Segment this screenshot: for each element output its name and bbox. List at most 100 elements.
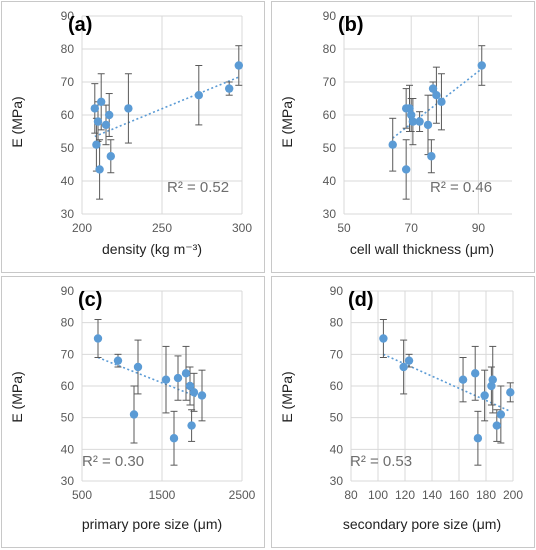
gridlines <box>81 290 243 482</box>
x-axis-label: primary pore size (μm) <box>82 516 222 532</box>
data-point <box>97 97 106 107</box>
y-axis-label: E (MPa) <box>279 371 295 422</box>
y-tick-labels: 30 40 50 60 70 80 90 <box>330 284 344 488</box>
x-axis-label: cell wall thickness (μm) <box>350 241 494 257</box>
data-point <box>93 334 103 343</box>
data-point <box>379 334 388 343</box>
y-tick-labels: 30 40 50 60 70 80 90 <box>61 9 75 221</box>
data-point <box>92 140 101 149</box>
y-tick-label: 70 <box>330 347 344 361</box>
x-axis-label: secondary pore size (μm) <box>343 516 501 532</box>
x-tick-label: 100 <box>368 488 388 502</box>
x-tick-label: 180 <box>476 488 496 502</box>
x-tick-label: 200 <box>503 488 523 502</box>
y-tick-labels: 30 40 50 60 70 80 90 <box>323 9 337 221</box>
y-axis-label: E (MPa) <box>9 96 25 147</box>
y-tick-label: 60 <box>323 108 337 122</box>
data-point <box>225 84 234 93</box>
y-tick-label: 60 <box>61 379 75 393</box>
y-tick-label: 40 <box>61 442 75 456</box>
y-tick-label: 60 <box>61 108 75 122</box>
data-point <box>487 381 496 391</box>
x-tick-labels: 200 250 300 <box>72 221 252 235</box>
data-point <box>234 61 243 70</box>
data-point <box>388 140 397 149</box>
y-tick-label: 30 <box>330 474 344 488</box>
panel-b: 30 40 50 60 70 80 90 50 70 90 (b) R² = 0.46 cell… <box>271 1 535 273</box>
panel-label: (b) <box>338 14 364 36</box>
trendline <box>94 76 240 138</box>
data-point <box>197 391 207 400</box>
data-point <box>427 152 436 161</box>
chart-panel-c: 30 40 50 60 70 80 90 500 1500 2500 (c) R² = 0.30… <box>9 284 256 532</box>
data-point <box>124 104 133 113</box>
data-point <box>399 362 408 372</box>
data-point <box>133 362 143 372</box>
y-tick-label: 80 <box>61 42 75 56</box>
y-tick-label: 80 <box>323 42 337 56</box>
trendline <box>392 68 483 139</box>
x-tick-label: 250 <box>152 221 172 235</box>
y-tick-label: 50 <box>61 411 75 425</box>
y-tick-label: 70 <box>61 347 75 361</box>
data-point <box>492 421 501 430</box>
chart-panel-b: 30 40 50 60 70 80 90 50 70 90 (b) R² = 0.46 cell… <box>279 9 512 257</box>
x-tick-labels: 80 100 120 140 160 180 200 <box>344 488 523 502</box>
error-bars <box>94 319 206 466</box>
data-point <box>194 91 203 100</box>
y-tick-label: 90 <box>323 9 337 23</box>
panel-label: (c) <box>78 289 102 311</box>
data-point <box>471 369 480 378</box>
r-squared-label: R² = 0.46 <box>430 179 492 196</box>
y-tick-label: 90 <box>61 9 75 23</box>
x-tick-label: 50 <box>337 221 351 235</box>
x-tick-label: 300 <box>232 221 252 235</box>
data-point <box>129 410 139 419</box>
data-point <box>437 97 446 107</box>
r-squared-label: R² = 0.52 <box>167 179 229 196</box>
y-tick-label: 80 <box>330 316 344 330</box>
data-point <box>480 391 489 400</box>
y-axis-label: E (MPa) <box>9 371 25 422</box>
data-points <box>388 61 486 174</box>
y-tick-label: 50 <box>61 141 75 155</box>
data-point <box>169 434 179 443</box>
y-tick-label: 50 <box>323 141 337 155</box>
y-axis-label: E (MPa) <box>279 96 295 147</box>
y-tick-label: 60 <box>330 379 344 393</box>
x-tick-labels: 500 1500 2500 <box>72 488 256 502</box>
panel-a: 30 40 50 60 70 80 90 200 250 300 (a) R² = 0.52 d… <box>1 1 265 273</box>
data-point <box>506 388 515 397</box>
data-point <box>405 104 414 113</box>
trendline-segment <box>97 356 203 400</box>
data-point <box>473 434 483 443</box>
y-tick-label: 30 <box>61 207 75 221</box>
data-point <box>189 388 199 397</box>
y-tick-label: 40 <box>323 174 337 188</box>
data-point <box>105 110 114 120</box>
panel-c: 30 40 50 60 70 80 90 500 1500 2500 (c) R² = 0.30… <box>1 276 265 548</box>
data-points <box>90 61 243 174</box>
data-point <box>428 84 438 93</box>
trendline <box>97 356 203 400</box>
data-point <box>93 117 103 126</box>
r-squared-label: R² = 0.53 <box>350 453 412 470</box>
data-point <box>185 381 195 391</box>
x-tick-label: 200 <box>72 221 92 235</box>
data-point <box>161 375 171 384</box>
data-point <box>90 104 100 113</box>
x-tick-label: 160 <box>449 488 469 502</box>
error-bars <box>91 45 243 200</box>
x-tick-label: 80 <box>344 488 358 502</box>
data-points <box>93 334 207 443</box>
data-point <box>477 61 486 70</box>
data-point <box>458 375 468 384</box>
y-tick-label: 90 <box>61 284 75 298</box>
trendline-segment <box>94 76 240 138</box>
data-point <box>95 165 104 174</box>
data-point <box>187 421 196 430</box>
data-point <box>415 117 424 126</box>
data-point <box>488 375 497 384</box>
data-point <box>173 373 183 383</box>
